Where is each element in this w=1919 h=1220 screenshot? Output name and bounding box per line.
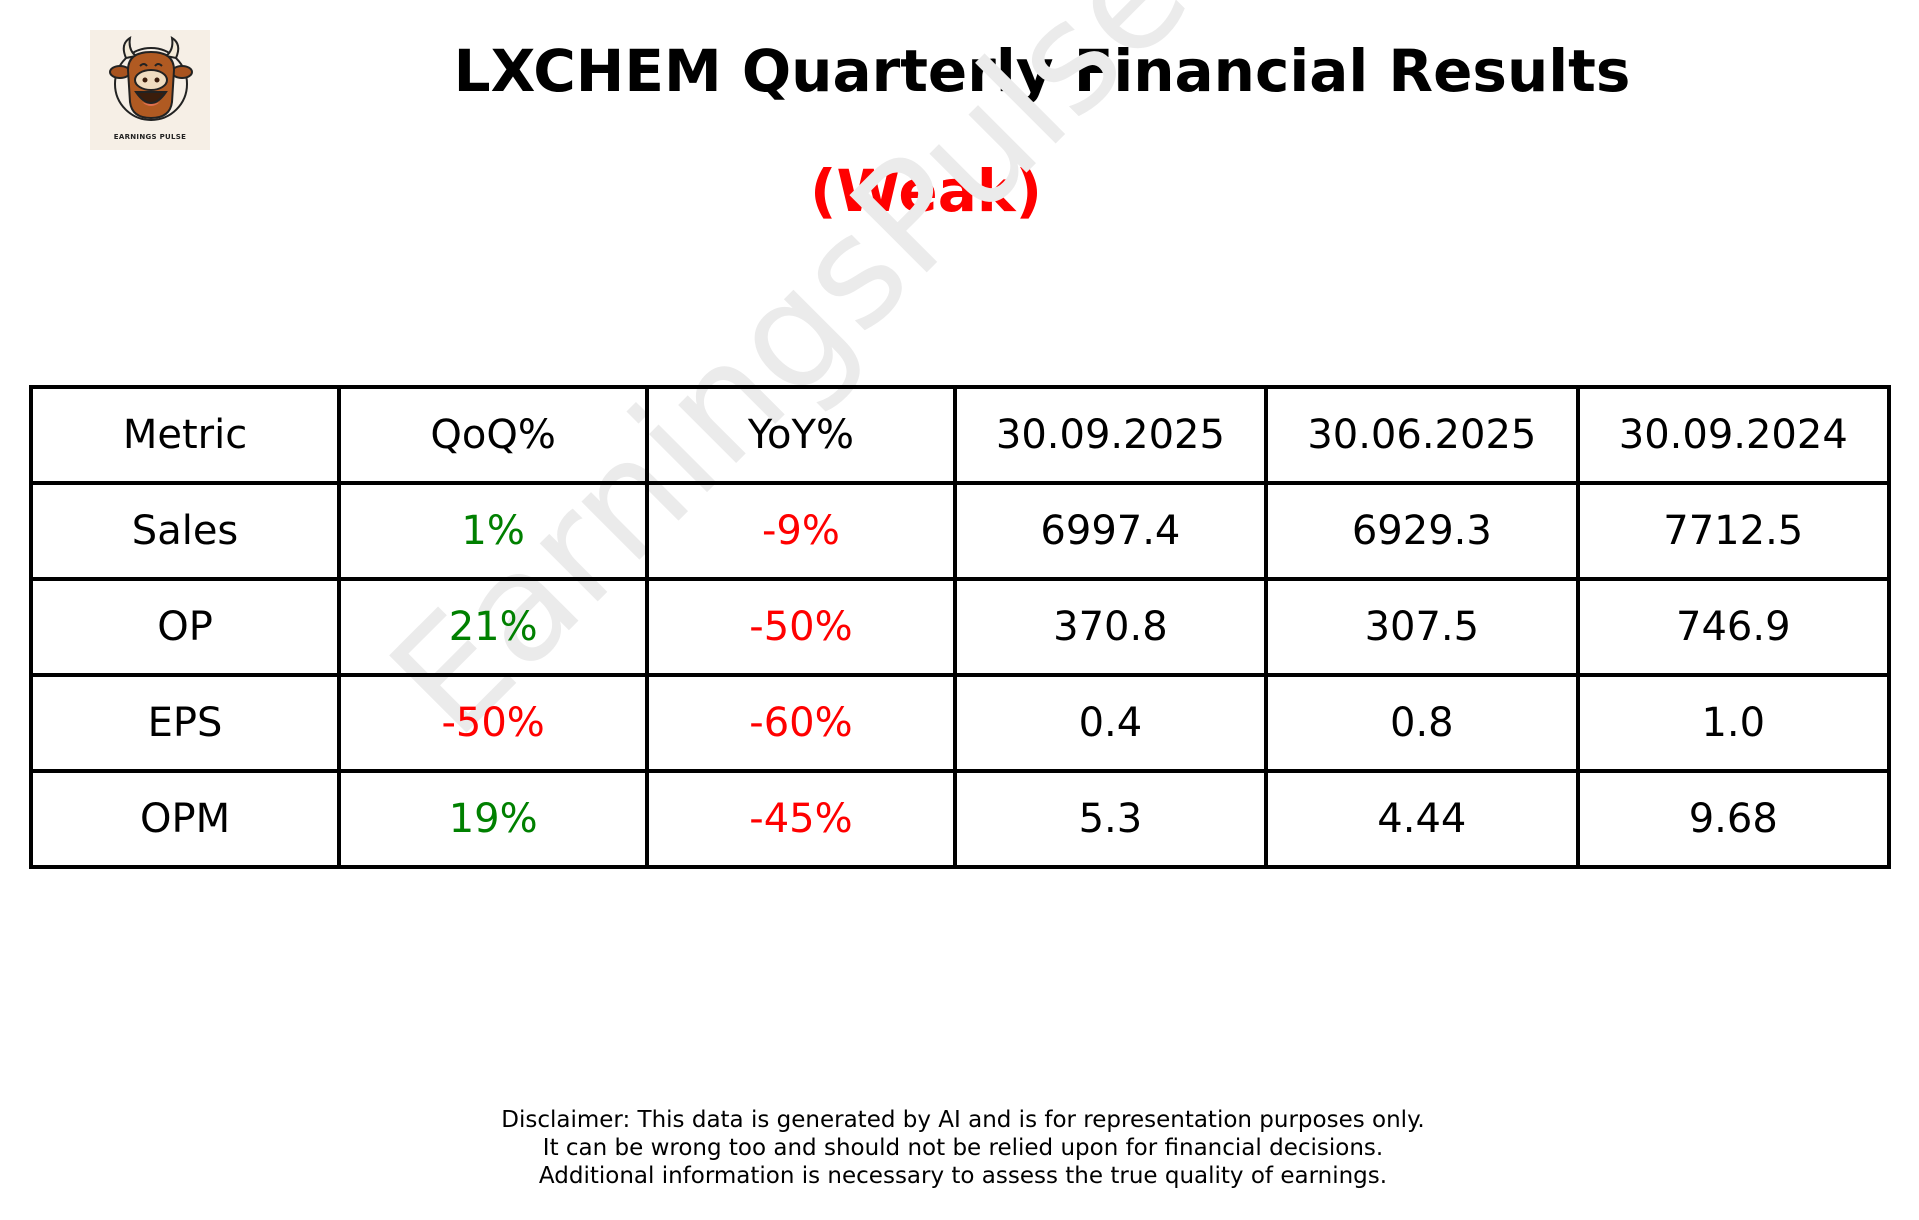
column-header-q1: 30.09.2025 bbox=[952, 385, 1269, 485]
page-title: LXCHEM Quarterly Financial Results bbox=[453, 37, 1631, 105]
column-header-qoq: QoQ% bbox=[337, 385, 650, 485]
results-table: Metric QoQ% YoY% 30.09.2025 30.06.2025 3… bbox=[28, 385, 1892, 869]
disclaimer-line: Disclaimer: This data is generated by AI… bbox=[501, 1107, 1425, 1133]
metric-cell: Sales bbox=[28, 481, 342, 581]
value-cell: 4.44 bbox=[1264, 769, 1580, 869]
value-cell: 6997.4 bbox=[952, 481, 1269, 581]
column-header-yoy: YoY% bbox=[645, 385, 957, 485]
qoq-cell: 19% bbox=[337, 769, 650, 869]
table-row: Sales 1% -9% 6997.4 6929.3 7712.5 bbox=[28, 481, 1892, 581]
value-cell: 307.5 bbox=[1264, 577, 1580, 677]
value-cell: 1.0 bbox=[1575, 673, 1892, 773]
disclaimer-line: It can be wrong too and should not be re… bbox=[542, 1135, 1384, 1161]
qoq-cell: -50% bbox=[337, 673, 650, 773]
value-cell: 0.8 bbox=[1264, 673, 1580, 773]
rating-badge: (Weak) bbox=[810, 157, 1042, 225]
qoq-cell: 21% bbox=[337, 577, 650, 677]
metric-cell: EPS bbox=[28, 673, 342, 773]
value-cell: 6929.3 bbox=[1264, 481, 1580, 581]
qoq-cell: 1% bbox=[337, 481, 650, 581]
value-cell: 9.68 bbox=[1575, 769, 1892, 869]
column-header-metric: Metric bbox=[28, 385, 342, 485]
yoy-cell: -60% bbox=[645, 673, 957, 773]
column-header-q3: 30.09.2024 bbox=[1575, 385, 1892, 485]
yoy-cell: -9% bbox=[645, 481, 957, 581]
value-cell: 7712.5 bbox=[1575, 481, 1892, 581]
yoy-cell: -50% bbox=[645, 577, 957, 677]
column-header-q2: 30.06.2025 bbox=[1264, 385, 1580, 485]
disclaimer-line: Additional information is necessary to a… bbox=[538, 1163, 1388, 1189]
value-cell: 370.8 bbox=[952, 577, 1269, 677]
yoy-cell: -45% bbox=[645, 769, 957, 869]
earnings-pulse-logo: EARNINGS PULSE bbox=[90, 30, 210, 150]
logo-text: EARNINGS PULSE bbox=[113, 133, 187, 141]
table-row: OPM 19% -45% 5.3 4.44 9.68 bbox=[28, 769, 1892, 869]
value-cell: 5.3 bbox=[952, 769, 1269, 869]
disclaimer: Disclaimer: This data is generated by AI… bbox=[0, 1106, 1919, 1190]
value-cell: 746.9 bbox=[1575, 577, 1892, 677]
table-row: OP 21% -50% 370.8 307.5 746.9 bbox=[28, 577, 1892, 677]
value-cell: 0.4 bbox=[952, 673, 1269, 773]
table-row: EPS -50% -60% 0.4 0.8 1.0 bbox=[28, 673, 1892, 773]
metric-cell: OPM bbox=[28, 769, 342, 869]
table-header-row: Metric QoQ% YoY% 30.09.2025 30.06.2025 3… bbox=[28, 385, 1892, 485]
bull-icon bbox=[109, 36, 193, 121]
metric-cell: OP bbox=[28, 577, 342, 677]
